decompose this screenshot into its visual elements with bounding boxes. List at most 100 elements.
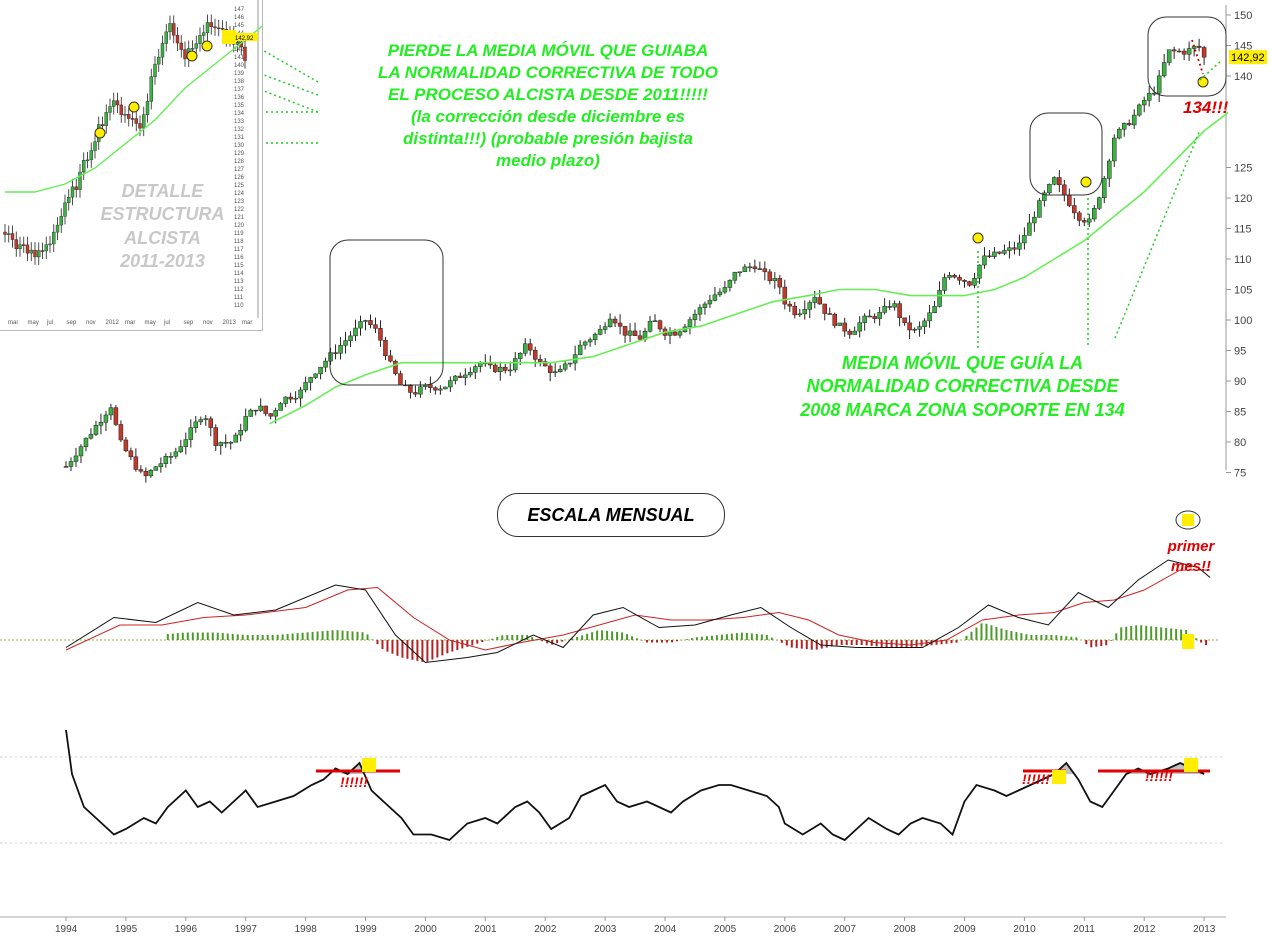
candle-body (597, 329, 603, 335)
inset-candle-body (138, 123, 142, 129)
candle-body (997, 251, 1002, 254)
candle-body (63, 466, 69, 468)
inset-time-label: sep (67, 320, 77, 326)
candle-body (228, 441, 233, 444)
candle-body (652, 320, 658, 322)
candle-body (103, 414, 109, 423)
candle-body (522, 343, 528, 354)
candle-body (468, 371, 473, 376)
support-marker (1080, 176, 1092, 188)
inset-candle-body (145, 101, 150, 115)
candle-body (318, 366, 323, 375)
candle-body (323, 360, 328, 368)
candle-body (68, 461, 74, 467)
candle-body (742, 266, 748, 273)
candle-body (852, 330, 857, 335)
candle-body (1116, 128, 1122, 139)
oscillator-fill (341, 763, 372, 774)
candle-body (248, 409, 253, 417)
time-tick-label: 2011 (1073, 924, 1095, 935)
candle-body (637, 335, 643, 340)
candle-body (1042, 192, 1047, 201)
candle-body (443, 386, 448, 390)
inset-candle-body (14, 239, 18, 250)
time-tick-label: 2003 (594, 924, 617, 935)
inset-tick-label: 130 (234, 143, 245, 149)
inset-tick-label: 124 (234, 191, 245, 197)
inset-tick-label: 137 (234, 87, 245, 93)
candle-body (942, 277, 947, 291)
candle-body (807, 302, 813, 310)
inset-time-label: nov (86, 320, 96, 326)
candle-body (178, 446, 184, 453)
inset-candle-body (115, 100, 120, 106)
time-tick-label: 2005 (714, 924, 737, 935)
candle-body (168, 456, 174, 458)
candle-body (957, 276, 962, 281)
time-tick-label: 2013 (1193, 924, 1216, 935)
time-tick-label: 2010 (1013, 924, 1036, 935)
candle-body (1087, 218, 1092, 223)
inset-time-label: may (145, 320, 156, 326)
inset-time-label: mar (8, 320, 18, 326)
inset-time-label: mar (125, 320, 135, 326)
candle-body (537, 359, 543, 362)
inset-candle-body (127, 113, 131, 119)
scale-label: ESCALA MENSUAL (497, 493, 725, 537)
annotation-line: PIERDE LA MEDIA MÓVIL QUE GUIABA (387, 41, 709, 60)
candle-body (408, 385, 413, 393)
inset-candle-body (202, 32, 206, 36)
annotation-media: MEDIA MÓVIL QUE GUÍA LA NORMALIDAD CORRE… (745, 352, 1180, 422)
oscillator-mark: !!!!!! (1022, 771, 1050, 787)
inset-tick-label: 140 (234, 63, 245, 69)
candle-body (418, 386, 423, 395)
inset-label-line: 2011-2013 (120, 251, 205, 272)
candle-body (238, 430, 243, 436)
candle-body (328, 352, 333, 362)
candle-body (188, 427, 194, 440)
candle-body (353, 327, 358, 337)
inset-candle-body (55, 224, 60, 233)
candle-body (388, 355, 393, 362)
candle-body (458, 375, 463, 378)
inset-candle-body (18, 244, 22, 250)
candle-body (677, 331, 683, 336)
candle-body (692, 313, 698, 320)
candle-body (717, 291, 723, 296)
oscillator-line (65, 729, 1205, 842)
inset-tick-label: 114 (234, 271, 244, 277)
inset-price-label: 142,92 (235, 36, 254, 42)
candle-body (243, 416, 248, 431)
highlight-box (1029, 112, 1103, 196)
inset-tick-label: 123 (234, 199, 245, 205)
inset-time-label: jul (163, 320, 170, 326)
inset-candle-body (168, 23, 172, 33)
candle-body (358, 321, 363, 329)
price-label-text: 142,92 (1231, 52, 1265, 64)
price-tick-label: 75 (1234, 468, 1246, 480)
inset-candle-body (112, 100, 116, 107)
candle-body (1156, 75, 1162, 94)
candle-body (812, 297, 817, 303)
macd-highlight (1182, 634, 1194, 649)
candle-body (448, 380, 453, 388)
candle-body (687, 319, 693, 328)
candle-body (792, 305, 798, 316)
candle-body (198, 419, 204, 423)
candle-body (1022, 235, 1027, 244)
candle-body (842, 322, 847, 332)
oscillator-highlight (1184, 758, 1198, 772)
candle-body (173, 451, 179, 457)
inset-tick-label: 121 (234, 215, 245, 221)
candle-body (917, 326, 922, 330)
candle-body (912, 329, 917, 331)
candle-body (907, 322, 912, 331)
candle-body (777, 278, 783, 288)
inset-candle-body (82, 160, 86, 173)
candle-body (278, 403, 283, 411)
time-tick-label: 1999 (355, 924, 378, 935)
candle-body (508, 369, 513, 372)
inset-candle-body (78, 171, 82, 190)
candle-body (93, 425, 99, 435)
candle-body (368, 320, 373, 325)
